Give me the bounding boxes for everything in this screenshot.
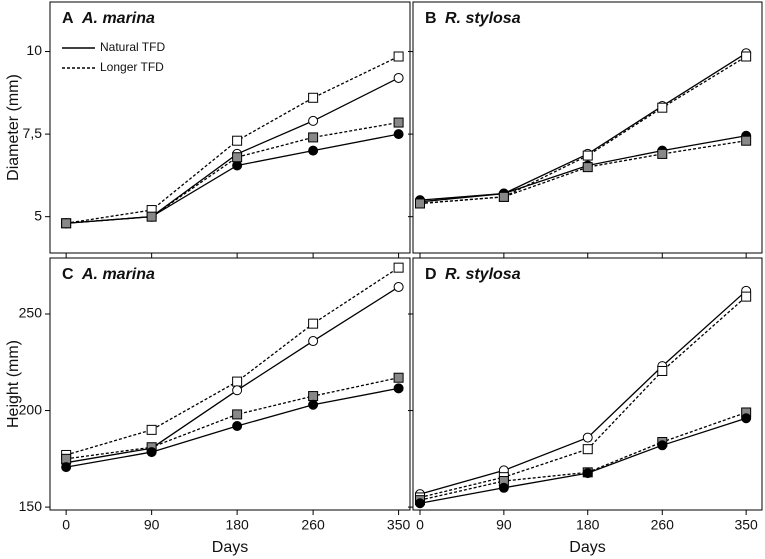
point <box>308 115 319 126</box>
panel-title: R. stylosa <box>445 10 521 27</box>
point <box>582 444 593 455</box>
series-line <box>419 55 747 205</box>
point <box>308 399 319 410</box>
x-axis-label: Days <box>569 539 605 556</box>
x-tick-label: 260 <box>651 517 675 533</box>
point <box>146 211 157 222</box>
x-tick-label: 0 <box>62 517 70 533</box>
point <box>308 318 319 329</box>
point <box>393 117 404 128</box>
point <box>308 145 319 156</box>
point <box>414 198 425 209</box>
series-line <box>66 77 399 224</box>
y-axis-label: Height (mm) <box>5 340 22 428</box>
point <box>308 336 319 347</box>
series-line <box>419 296 747 499</box>
series-line <box>66 286 399 464</box>
panel-frame <box>49 257 411 511</box>
point <box>393 372 404 383</box>
y-tick-label: 5 <box>34 207 42 223</box>
series-line <box>419 140 747 205</box>
x-tick-label: 260 <box>301 517 325 533</box>
point <box>582 162 593 173</box>
x-axis-label: Days <box>212 539 248 556</box>
legend-label: Longer TFD <box>100 60 164 74</box>
point <box>657 365 668 376</box>
point <box>146 424 157 435</box>
point <box>414 498 425 509</box>
point <box>657 440 668 451</box>
point <box>582 150 593 161</box>
point <box>232 152 243 163</box>
y-axis-label: Diameter (mm) <box>5 74 22 181</box>
point <box>393 281 404 292</box>
series-line <box>419 52 747 203</box>
point <box>393 72 404 83</box>
series-line <box>419 411 747 501</box>
panel-letter: A <box>62 10 74 27</box>
x-tick-label: 180 <box>225 517 249 533</box>
point <box>657 102 668 113</box>
point <box>582 468 593 479</box>
y-tick-label: 10 <box>26 42 42 58</box>
y-tick-label: 200 <box>19 401 43 417</box>
panel-title: A. marina <box>81 266 155 283</box>
point <box>232 160 243 171</box>
panel-letter: D <box>425 266 437 283</box>
series-line <box>66 133 399 224</box>
point <box>393 383 404 394</box>
panel-title: A. marina <box>81 10 155 27</box>
point <box>308 391 319 402</box>
series-line <box>419 290 747 495</box>
point <box>61 453 72 464</box>
point <box>741 135 752 146</box>
x-tick-label: 90 <box>144 517 160 533</box>
series-line <box>419 417 747 504</box>
point <box>741 291 752 302</box>
point <box>393 51 404 62</box>
point <box>308 92 319 103</box>
point <box>393 262 404 273</box>
x-tick-label: 180 <box>576 517 600 533</box>
point <box>741 413 752 424</box>
point <box>498 482 509 493</box>
point <box>146 447 157 458</box>
point <box>61 218 72 229</box>
point <box>232 135 243 146</box>
point <box>61 462 72 473</box>
panel-frame <box>49 1 411 254</box>
series-line <box>66 387 399 468</box>
y-tick-label: 250 <box>19 305 43 321</box>
panel-title: R. stylosa <box>445 266 521 283</box>
panel-letter: C <box>62 266 74 283</box>
point <box>232 421 243 431</box>
legend-label: Natural TFD <box>100 40 165 54</box>
point <box>232 385 243 396</box>
point <box>393 129 404 140</box>
panel-letter: B <box>425 10 437 27</box>
panel-frame <box>412 1 763 254</box>
series-line <box>66 121 399 224</box>
y-tick-label: 7,5 <box>23 125 43 141</box>
x-tick-label: 90 <box>496 517 512 533</box>
x-tick-label: 350 <box>734 517 758 533</box>
point <box>498 191 509 202</box>
point <box>582 432 593 443</box>
y-tick-label: 150 <box>19 498 43 514</box>
point <box>308 132 319 143</box>
x-tick-label: 0 <box>416 517 424 533</box>
point <box>232 409 243 420</box>
point <box>232 376 243 387</box>
point <box>657 148 668 159</box>
point <box>741 51 752 62</box>
x-tick-label: 350 <box>387 517 411 533</box>
